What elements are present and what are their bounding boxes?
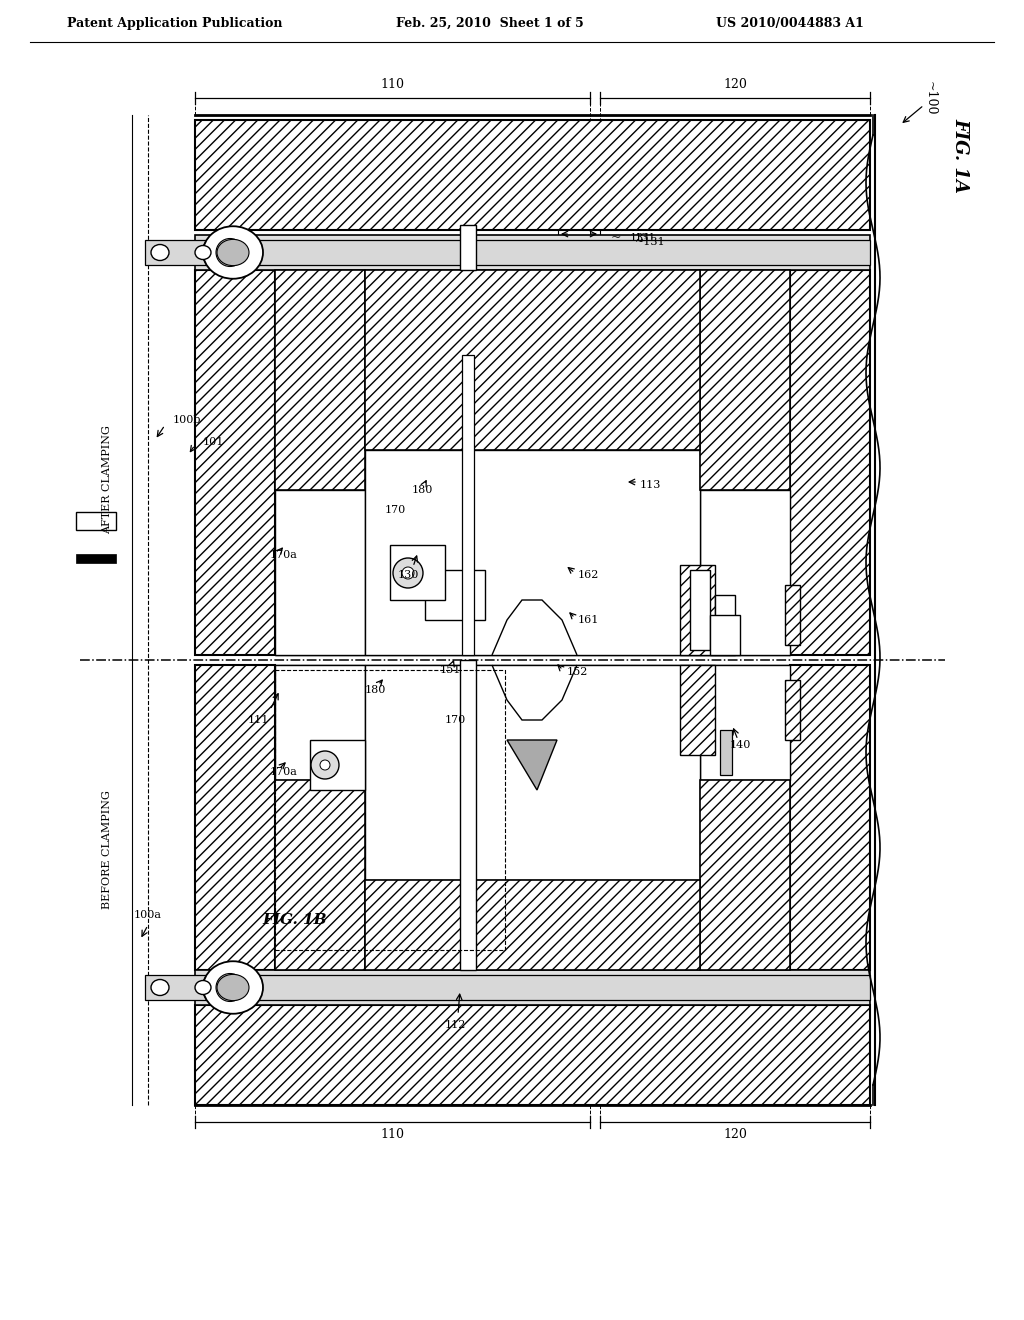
Ellipse shape (203, 961, 263, 1014)
Bar (710, 615, 740, 655)
Bar (700, 271, 790, 490)
Bar (790, 271, 870, 655)
Bar (275, 271, 790, 655)
Text: 100a: 100a (134, 909, 162, 920)
Text: 180: 180 (412, 484, 433, 495)
Text: 130: 130 (397, 570, 419, 579)
Text: 170: 170 (444, 715, 466, 725)
Text: 120: 120 (723, 78, 746, 91)
Bar (195, 970, 870, 1005)
Bar (275, 490, 365, 655)
Bar (425, 570, 485, 620)
Ellipse shape (151, 244, 169, 260)
Text: 151: 151 (439, 665, 461, 675)
Ellipse shape (151, 979, 169, 995)
Bar (365, 271, 700, 450)
Bar (275, 665, 365, 780)
Text: 110: 110 (380, 1129, 404, 1142)
Text: 170a: 170a (270, 550, 298, 560)
Bar (76, 512, 116, 531)
Bar (145, 975, 870, 1001)
Text: ~131: ~131 (635, 238, 666, 247)
Text: 101: 101 (203, 437, 224, 447)
Text: 140: 140 (729, 741, 751, 750)
Text: ~: ~ (610, 231, 622, 244)
Ellipse shape (203, 965, 257, 1010)
Bar (275, 271, 365, 490)
Bar (785, 680, 800, 741)
Bar (460, 660, 476, 970)
Text: Feb. 25, 2010  Sheet 1 of 5: Feb. 25, 2010 Sheet 1 of 5 (396, 16, 584, 29)
Text: 120: 120 (723, 1129, 746, 1142)
Ellipse shape (203, 230, 257, 276)
Text: AFTER CLAMPING: AFTER CLAMPING (102, 425, 112, 535)
Text: 110: 110 (380, 78, 404, 91)
Bar (195, 665, 275, 970)
Bar (195, 271, 275, 655)
Bar (275, 780, 365, 970)
Text: 170a: 170a (270, 767, 298, 777)
Bar (195, 120, 870, 230)
Polygon shape (507, 741, 557, 789)
Bar (462, 665, 474, 940)
Bar (365, 665, 700, 880)
Text: 113: 113 (640, 480, 662, 490)
Ellipse shape (203, 226, 263, 279)
Circle shape (393, 558, 423, 587)
Ellipse shape (217, 239, 249, 265)
Bar (145, 240, 870, 265)
Bar (720, 730, 732, 775)
Bar (365, 450, 700, 655)
Text: ~100: ~100 (924, 81, 937, 115)
Bar (275, 665, 790, 970)
Bar (700, 665, 790, 780)
Ellipse shape (195, 981, 211, 994)
Ellipse shape (217, 974, 249, 1001)
Text: 131: 131 (635, 234, 656, 243)
Bar (365, 880, 700, 970)
Bar (680, 565, 715, 655)
Text: 111: 111 (248, 715, 269, 725)
Text: 161: 161 (578, 615, 599, 624)
Text: 162: 162 (578, 570, 599, 579)
Bar (680, 665, 715, 755)
Bar (390, 545, 445, 601)
Text: 112: 112 (444, 1020, 466, 1030)
Text: 180: 180 (365, 685, 386, 696)
Bar (690, 570, 710, 649)
Bar (76, 554, 116, 564)
Text: 152: 152 (567, 667, 589, 677)
Circle shape (311, 751, 339, 779)
Text: FIG. 1B: FIG. 1B (263, 913, 328, 927)
Text: 170: 170 (384, 506, 406, 515)
Bar (310, 741, 365, 789)
Bar (275, 671, 505, 950)
Bar (790, 665, 870, 970)
Bar (785, 585, 800, 645)
Bar (195, 1005, 870, 1105)
Ellipse shape (216, 974, 244, 1002)
Circle shape (402, 568, 414, 579)
Ellipse shape (195, 246, 211, 260)
Bar (195, 235, 870, 271)
Text: BEFORE CLAMPING: BEFORE CLAMPING (102, 791, 112, 909)
Text: 131: 131 (630, 234, 651, 243)
Circle shape (319, 760, 330, 770)
Bar (700, 490, 790, 655)
Text: 100b: 100b (173, 414, 202, 425)
Bar (700, 780, 790, 970)
Ellipse shape (216, 239, 244, 267)
Text: FIG. 1A: FIG. 1A (951, 117, 969, 193)
Bar (715, 595, 735, 655)
Bar (462, 355, 474, 655)
Text: Patent Application Publication: Patent Application Publication (68, 16, 283, 29)
Text: US 2010/0044883 A1: US 2010/0044883 A1 (716, 16, 864, 29)
Bar (460, 224, 476, 271)
